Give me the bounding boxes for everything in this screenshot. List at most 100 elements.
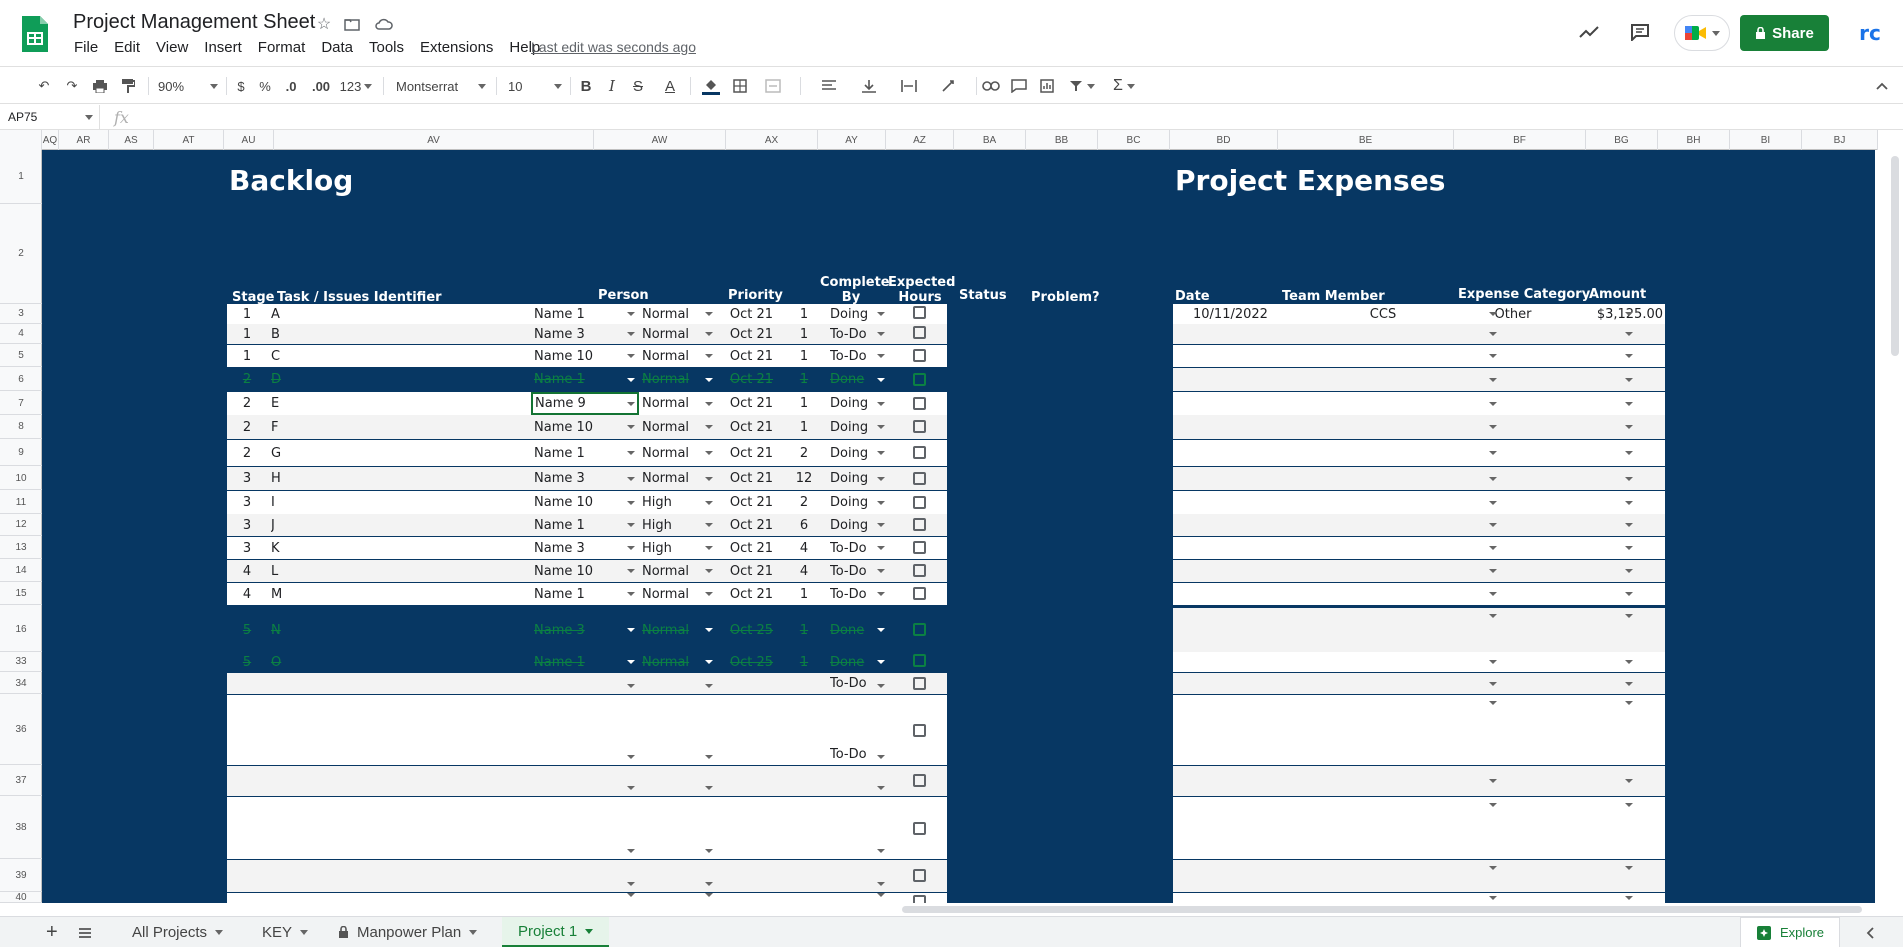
backlog-row[interactable] <box>227 893 947 903</box>
expense-row[interactable] <box>1173 583 1665 605</box>
status-cell[interactable]: Doing <box>830 471 869 486</box>
amount-cell[interactable] <box>1583 583 1663 605</box>
row-header[interactable]: 9 <box>0 440 42 466</box>
column-header[interactable]: BF <box>1454 130 1586 150</box>
person-cell[interactable]: Name 1 <box>534 586 585 602</box>
complete-by-cell[interactable]: Oct 21 <box>729 517 774 533</box>
task-cell[interactable] <box>271 673 471 694</box>
expected-hours-cell[interactable] <box>784 860 824 892</box>
trending-icon[interactable] <box>1577 20 1601 44</box>
expense-row[interactable] <box>1173 695 1665 765</box>
status-cell[interactable]: Doing <box>830 517 869 533</box>
column-header[interactable]: AU <box>224 130 274 150</box>
stage-cell[interactable]: 2 <box>242 396 252 411</box>
dropdown-arrow-icon[interactable] <box>1489 451 1497 455</box>
dropdown-arrow-icon[interactable] <box>1489 523 1497 527</box>
dropdown-arrow-icon[interactable] <box>1625 660 1633 664</box>
amount-cell[interactable] <box>1583 440 1663 466</box>
dropdown-arrow-icon[interactable] <box>1625 614 1633 618</box>
backlog-row[interactable]: 3 I Name 10 High Oct 21 2 Doing <box>227 491 947 514</box>
stage-cell[interactable]: 1 <box>242 326 252 342</box>
person-cell[interactable] <box>534 893 629 903</box>
row-header[interactable]: 33 <box>0 652 42 672</box>
complete-by-cell[interactable] <box>724 673 779 694</box>
expense-row[interactable] <box>1173 368 1665 391</box>
task-cell[interactable]: M <box>271 586 283 602</box>
expense-date-cell[interactable] <box>1193 893 1283 903</box>
task-cell[interactable]: E <box>271 396 280 411</box>
status-cell[interactable]: To-Do <box>830 563 867 579</box>
amount-cell[interactable] <box>1583 860 1663 892</box>
status-cell[interactable]: Doing <box>830 495 869 510</box>
person-cell[interactable]: Name 1 <box>534 445 585 461</box>
expected-hours-cell[interactable]: 1 <box>799 372 809 387</box>
dropdown-arrow-icon[interactable] <box>877 332 885 336</box>
problem-checkbox[interactable] <box>913 564 926 577</box>
row-header[interactable]: 37 <box>0 766 42 796</box>
dropdown-arrow-icon[interactable] <box>627 786 635 790</box>
row-header[interactable]: 14 <box>0 560 42 582</box>
priority-cell[interactable]: Normal <box>642 396 690 411</box>
dropdown-arrow-icon[interactable] <box>877 354 885 358</box>
problem-checkbox[interactable] <box>913 774 926 787</box>
priority-cell[interactable]: Normal <box>642 372 690 387</box>
dropdown-arrow-icon[interactable] <box>877 628 885 632</box>
dropdown-arrow-icon[interactable] <box>627 755 635 759</box>
task-cell[interactable]: K <box>271 540 280 556</box>
dropdown-arrow-icon[interactable] <box>1489 377 1497 382</box>
problem-checkbox[interactable] <box>913 676 926 690</box>
expense-row[interactable]: 10/11/2022 CCS Other $3,125.00 <box>1173 304 1665 324</box>
person-cell[interactable]: Name 10 <box>534 419 594 435</box>
expense-row[interactable] <box>1173 893 1665 903</box>
complete-by-cell[interactable]: Oct 21 <box>729 586 774 602</box>
expense-date-cell[interactable] <box>1193 324 1283 344</box>
font-select[interactable]: Montserrat <box>396 75 486 97</box>
status-cell[interactable] <box>830 797 880 859</box>
redo-icon[interactable]: ↷ <box>66 78 78 93</box>
dropdown-arrow-icon[interactable] <box>1625 451 1633 455</box>
dropdown-arrow-icon[interactable] <box>877 476 885 481</box>
problem-checkbox[interactable] <box>913 326 926 339</box>
dropdown-arrow-icon[interactable] <box>877 755 885 759</box>
task-cell[interactable]: L <box>271 563 279 579</box>
expense-row[interactable] <box>1173 652 1665 672</box>
stage-cell[interactable]: 1 <box>242 348 252 364</box>
dropdown-arrow-icon[interactable] <box>1625 681 1633 686</box>
row-header[interactable]: 40 <box>0 892 42 903</box>
expense-row[interactable] <box>1173 491 1665 514</box>
dropdown-arrow-icon[interactable] <box>1625 401 1633 406</box>
row-header[interactable]: 12 <box>0 514 42 536</box>
stage-cell[interactable] <box>232 893 262 903</box>
priority-cell[interactable] <box>642 695 712 765</box>
dropdown-arrow-icon[interactable] <box>627 684 635 688</box>
complete-by-cell[interactable]: Oct 21 <box>729 540 774 556</box>
dropdown-arrow-icon[interactable] <box>1489 896 1497 900</box>
backlog-row[interactable]: 1 C Name 10 Normal Oct 21 1 To-Do <box>227 345 947 367</box>
dropdown-arrow-icon[interactable] <box>705 849 713 853</box>
dropdown-arrow-icon[interactable] <box>877 425 885 429</box>
dropdown-arrow-icon[interactable] <box>1625 569 1633 573</box>
row-header[interactable]: 34 <box>0 673 42 694</box>
dropdown-arrow-icon[interactable] <box>877 786 885 790</box>
all-sheets-icon[interactable] <box>78 917 92 947</box>
dropdown-arrow-icon[interactable] <box>705 500 713 505</box>
person-cell[interactable]: Name 3 <box>534 471 585 486</box>
priority-cell[interactable]: Normal <box>642 306 690 322</box>
paint-format-icon[interactable] <box>118 75 138 97</box>
dropdown-arrow-icon[interactable] <box>1625 523 1633 527</box>
priority-cell[interactable]: High <box>642 540 672 556</box>
dropdown-arrow-icon[interactable] <box>1489 401 1497 406</box>
dropdown-arrow-icon[interactable] <box>1489 546 1497 550</box>
dropdown-arrow-icon[interactable] <box>627 628 635 632</box>
expense-date-cell[interactable] <box>1193 537 1283 559</box>
currency-format-button[interactable]: $ <box>237 78 245 94</box>
formula-input[interactable] <box>148 109 1848 127</box>
dropdown-arrow-icon[interactable] <box>1489 354 1497 358</box>
dropdown-arrow-icon[interactable] <box>627 849 635 853</box>
dropdown-arrow-icon[interactable] <box>705 882 713 886</box>
problem-checkbox[interactable] <box>913 541 926 554</box>
expected-hours-cell[interactable]: 4 <box>799 563 809 579</box>
backlog-row[interactable]: 1 B Name 3 Normal Oct 21 1 To-Do <box>227 324 947 344</box>
dropdown-arrow-icon[interactable] <box>1625 354 1633 358</box>
text-color-button[interactable]: A <box>664 77 675 95</box>
